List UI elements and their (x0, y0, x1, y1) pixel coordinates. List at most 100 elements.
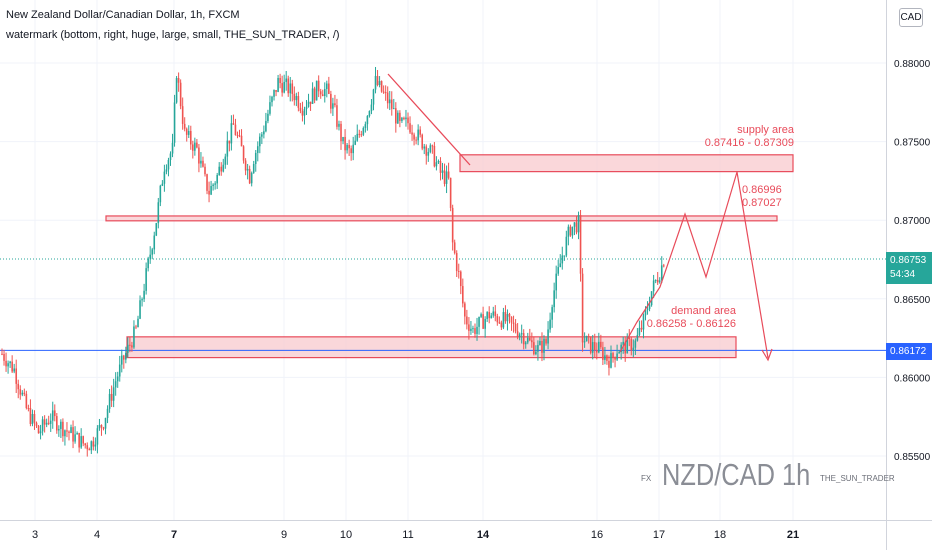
candle-body (307, 101, 310, 107)
candle-body (301, 110, 304, 116)
currency-button[interactable]: CAD (899, 8, 923, 27)
y-tick-label: 0.87500 (894, 138, 931, 149)
candle-body (141, 299, 143, 301)
candle (114, 372, 117, 396)
candle-body (125, 352, 127, 360)
candle-body (3, 353, 5, 361)
candle-body (496, 316, 499, 323)
candle (595, 342, 598, 360)
candle-body (265, 121, 267, 132)
candle (147, 256, 149, 272)
candle (338, 120, 340, 131)
candle-body (189, 130, 192, 145)
candle-body (289, 83, 292, 94)
candle-body (409, 123, 411, 133)
candle (265, 112, 267, 133)
candle-body (1, 353, 3, 355)
candle-body (287, 78, 290, 94)
candle-body (439, 161, 442, 173)
candle (500, 320, 503, 330)
candle (169, 151, 172, 166)
candle-body (104, 417, 107, 429)
candle (206, 173, 208, 195)
candle (502, 307, 505, 330)
candle-body (342, 136, 344, 142)
candle-body (118, 364, 121, 377)
y-tick-label: 0.88000 (894, 59, 931, 70)
candle-body (25, 393, 28, 409)
candle (531, 332, 533, 348)
candle (488, 306, 490, 324)
candle-body (212, 184, 214, 186)
candle-body (74, 434, 76, 442)
candle-body (384, 92, 387, 94)
candle-body (636, 334, 639, 341)
candle-body (602, 347, 604, 360)
candle (35, 421, 38, 428)
candle (141, 297, 143, 307)
candle-body (579, 215, 582, 274)
candle-body (96, 428, 99, 445)
candle-body (388, 99, 391, 104)
candle-body (498, 322, 501, 324)
candle-body (244, 160, 247, 171)
candle (332, 97, 334, 116)
candle-body (37, 425, 40, 434)
candle (356, 124, 359, 142)
blue-line-price-label: 0.86172 (886, 343, 932, 360)
candle-body (512, 322, 515, 324)
current-price-label: 0.86753 54:34 (886, 252, 932, 284)
candle-body (449, 177, 452, 208)
candle (405, 109, 407, 127)
x-tick-label: 11 (402, 529, 413, 541)
candle-body (9, 361, 11, 364)
candle (482, 306, 484, 330)
trend-line (387, 73, 471, 166)
candle (476, 317, 478, 341)
candle-body (210, 185, 212, 195)
candle (271, 95, 273, 107)
candle-body (533, 342, 535, 355)
candle-body (53, 410, 56, 417)
candle-body (441, 170, 444, 173)
candle-body (149, 254, 151, 259)
candle (455, 250, 458, 278)
candle (344, 129, 346, 160)
candle (112, 378, 115, 408)
candle (358, 129, 361, 138)
candle (378, 76, 381, 88)
candle-body (362, 127, 365, 135)
candle (490, 312, 493, 319)
candle (248, 165, 251, 185)
candle (104, 417, 107, 435)
candle-body (557, 267, 560, 274)
candle-body (364, 124, 367, 128)
candle (214, 181, 216, 190)
candle (612, 351, 614, 363)
candle (427, 148, 430, 162)
x-tick-label: 3 (32, 529, 38, 541)
candle (403, 116, 405, 121)
candle (60, 419, 62, 438)
candle (662, 263, 665, 268)
candle-body (358, 133, 361, 135)
candle (5, 352, 7, 372)
candle-body (11, 361, 13, 372)
candle (23, 388, 26, 397)
candle (628, 329, 631, 347)
candle-body (297, 96, 300, 108)
candle (196, 139, 198, 149)
candle-body (137, 318, 139, 328)
candle (407, 112, 409, 130)
candle-body (102, 427, 105, 429)
projection-arrowhead (761, 348, 773, 362)
candle (614, 356, 616, 368)
candle-body (423, 146, 426, 149)
mid-level-high: 0.86996 (742, 184, 782, 196)
indicator-legend[interactable]: watermark (bottom, right, huge, large, s… (6, 29, 340, 41)
candle-body (250, 172, 253, 184)
candle-body (60, 421, 62, 429)
candle (110, 385, 113, 407)
candle (204, 163, 206, 177)
